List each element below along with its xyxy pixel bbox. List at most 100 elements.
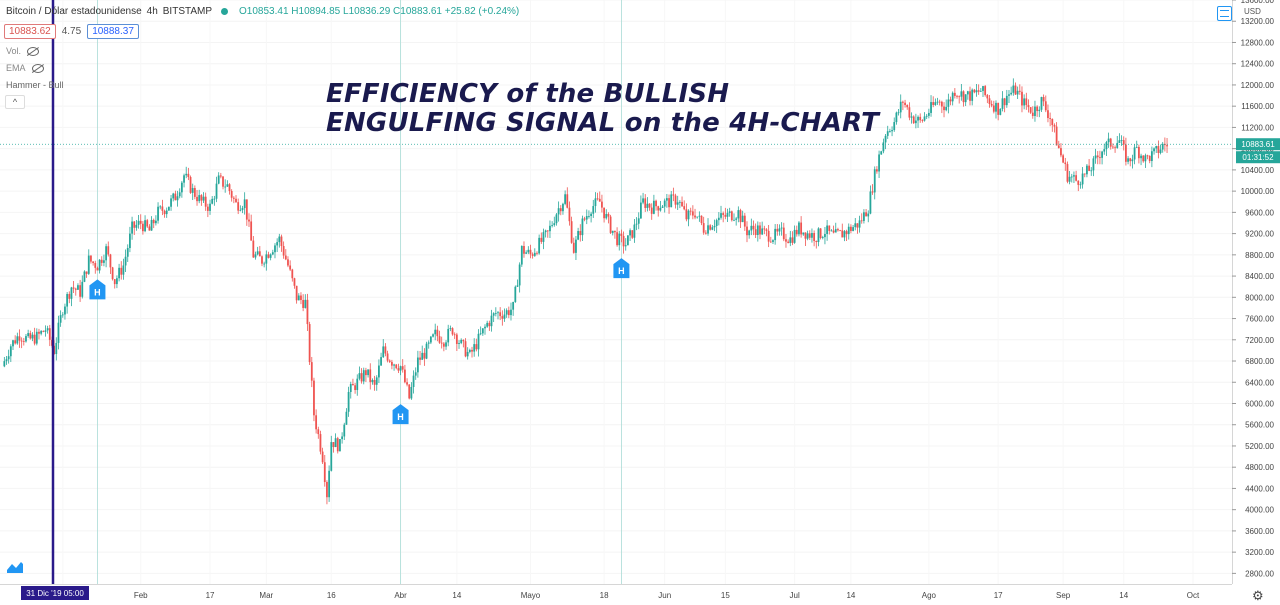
candle-body — [893, 122, 896, 131]
time-axis[interactable]: 14 Feb 17 Mar 16 Abr 14 Mayo 18 Jun 15 Jul 14 Ago 17 Se… — [0, 584, 1280, 605]
symbol-name[interactable]: Bitcoin / Dólar estadounidense — [6, 6, 142, 17]
candle-body — [354, 385, 356, 391]
candle-body — [1090, 170, 1093, 172]
indicator-hammer-bull[interactable]: Hammer - Bull — [6, 80, 64, 90]
candle-body — [323, 462, 326, 483]
time-tick-label: Jun — [658, 591, 671, 600]
candle-body — [858, 220, 861, 228]
candle-body — [243, 199, 246, 209]
candle-body — [726, 212, 729, 217]
candle-body — [992, 105, 995, 112]
candle-body — [523, 245, 525, 254]
collapse-legend-button[interactable]: ^ — [5, 95, 25, 109]
candle-body — [87, 255, 90, 274]
candle-body — [226, 184, 229, 187]
candle-body — [979, 90, 982, 92]
candle-body — [811, 233, 813, 238]
price-tick-label: 11600.00 — [1241, 102, 1274, 111]
candle-body — [269, 254, 272, 258]
candle-body — [733, 219, 735, 221]
candle-body — [1086, 165, 1088, 175]
candle-body — [1157, 146, 1160, 153]
price-axis[interactable]: 13600.00 13200.00 12800.00 12400.00 12000.00… — [1232, 0, 1280, 605]
candle-body — [447, 328, 450, 343]
hammer-signal-marker[interactable]: H — [89, 279, 106, 300]
last-price-label: 10883.61 — [1241, 140, 1275, 149]
candle-body — [847, 226, 850, 235]
candle-body — [362, 370, 365, 382]
candle-body — [577, 231, 580, 240]
candle-body — [953, 92, 956, 96]
candle-body — [319, 434, 322, 452]
candle-body — [642, 198, 644, 203]
candle-body — [884, 135, 887, 143]
candle-body — [258, 251, 261, 257]
candle-body — [949, 99, 952, 102]
candle-body — [609, 216, 612, 233]
candle-body — [302, 300, 305, 308]
candle-body — [497, 312, 499, 314]
sell-price-button[interactable]: 10883.62 — [4, 24, 56, 39]
eye-hidden-icon[interactable] — [31, 63, 44, 73]
candle-body — [313, 380, 315, 416]
candle-body — [1153, 148, 1155, 152]
candle-body — [1038, 109, 1041, 112]
indicator-vol[interactable]: Vol. — [6, 46, 40, 56]
candle-body — [481, 328, 484, 334]
buy-price-button[interactable]: 10888.37 — [87, 24, 139, 39]
candle-body — [674, 195, 677, 205]
candle-body — [1161, 143, 1164, 150]
candle-body — [77, 285, 79, 290]
candle-body — [178, 192, 181, 197]
hammer-markers[interactable]: H H H — [89, 258, 630, 425]
headline-line-1: EFFICIENCY of the BULLISH — [326, 79, 730, 109]
chart-settings-icon[interactable] — [1217, 6, 1232, 21]
candle-body — [542, 232, 545, 242]
candle-body — [873, 169, 876, 193]
candle-body — [648, 203, 651, 208]
gear-icon[interactable]: ⚙ — [1252, 588, 1264, 603]
candle-body — [1101, 151, 1103, 158]
bid-ask-row: 10883.62 4.75 10888.37 — [4, 24, 139, 39]
candle-body — [553, 223, 556, 226]
candle-body — [237, 202, 240, 211]
candle-body — [704, 232, 707, 234]
tradingview-logo-icon[interactable] — [6, 560, 24, 574]
candle-body — [876, 169, 878, 172]
candle-body — [352, 384, 354, 386]
candle-body — [572, 242, 575, 253]
candle-body — [741, 215, 744, 223]
candle-body — [655, 200, 657, 207]
candle-body — [131, 221, 133, 234]
candle-body — [7, 356, 10, 360]
candle-body — [239, 209, 242, 211]
hammer-signal-marker[interactable]: H — [613, 258, 630, 279]
candle-body — [1116, 142, 1119, 148]
candle-body — [1109, 138, 1112, 147]
candle-body — [176, 196, 179, 201]
hammer-signal-marker[interactable]: H — [392, 404, 409, 425]
candle-body — [1125, 144, 1127, 162]
candle-body — [287, 259, 289, 266]
candle-body — [358, 373, 361, 379]
interval-label[interactable]: 4h — [146, 6, 158, 17]
candle-body — [1053, 125, 1056, 127]
candle-body — [304, 299, 307, 308]
candle-body — [715, 220, 718, 226]
candle-body — [966, 91, 969, 95]
candle-body — [730, 211, 733, 221]
candle-body — [442, 343, 445, 347]
indicator-ema[interactable]: EMA — [6, 63, 44, 73]
candle-body — [635, 223, 638, 225]
candle-body — [746, 226, 748, 236]
candle-body — [1096, 155, 1099, 158]
candle-body — [691, 211, 694, 216]
candle-body — [397, 368, 400, 371]
axis-currency-label[interactable]: USD — [1244, 7, 1261, 16]
eye-hidden-icon[interactable] — [27, 46, 40, 56]
candle-body — [48, 328, 51, 340]
candle-body — [964, 94, 967, 103]
candle-body — [988, 98, 991, 104]
candle-body — [863, 212, 865, 221]
